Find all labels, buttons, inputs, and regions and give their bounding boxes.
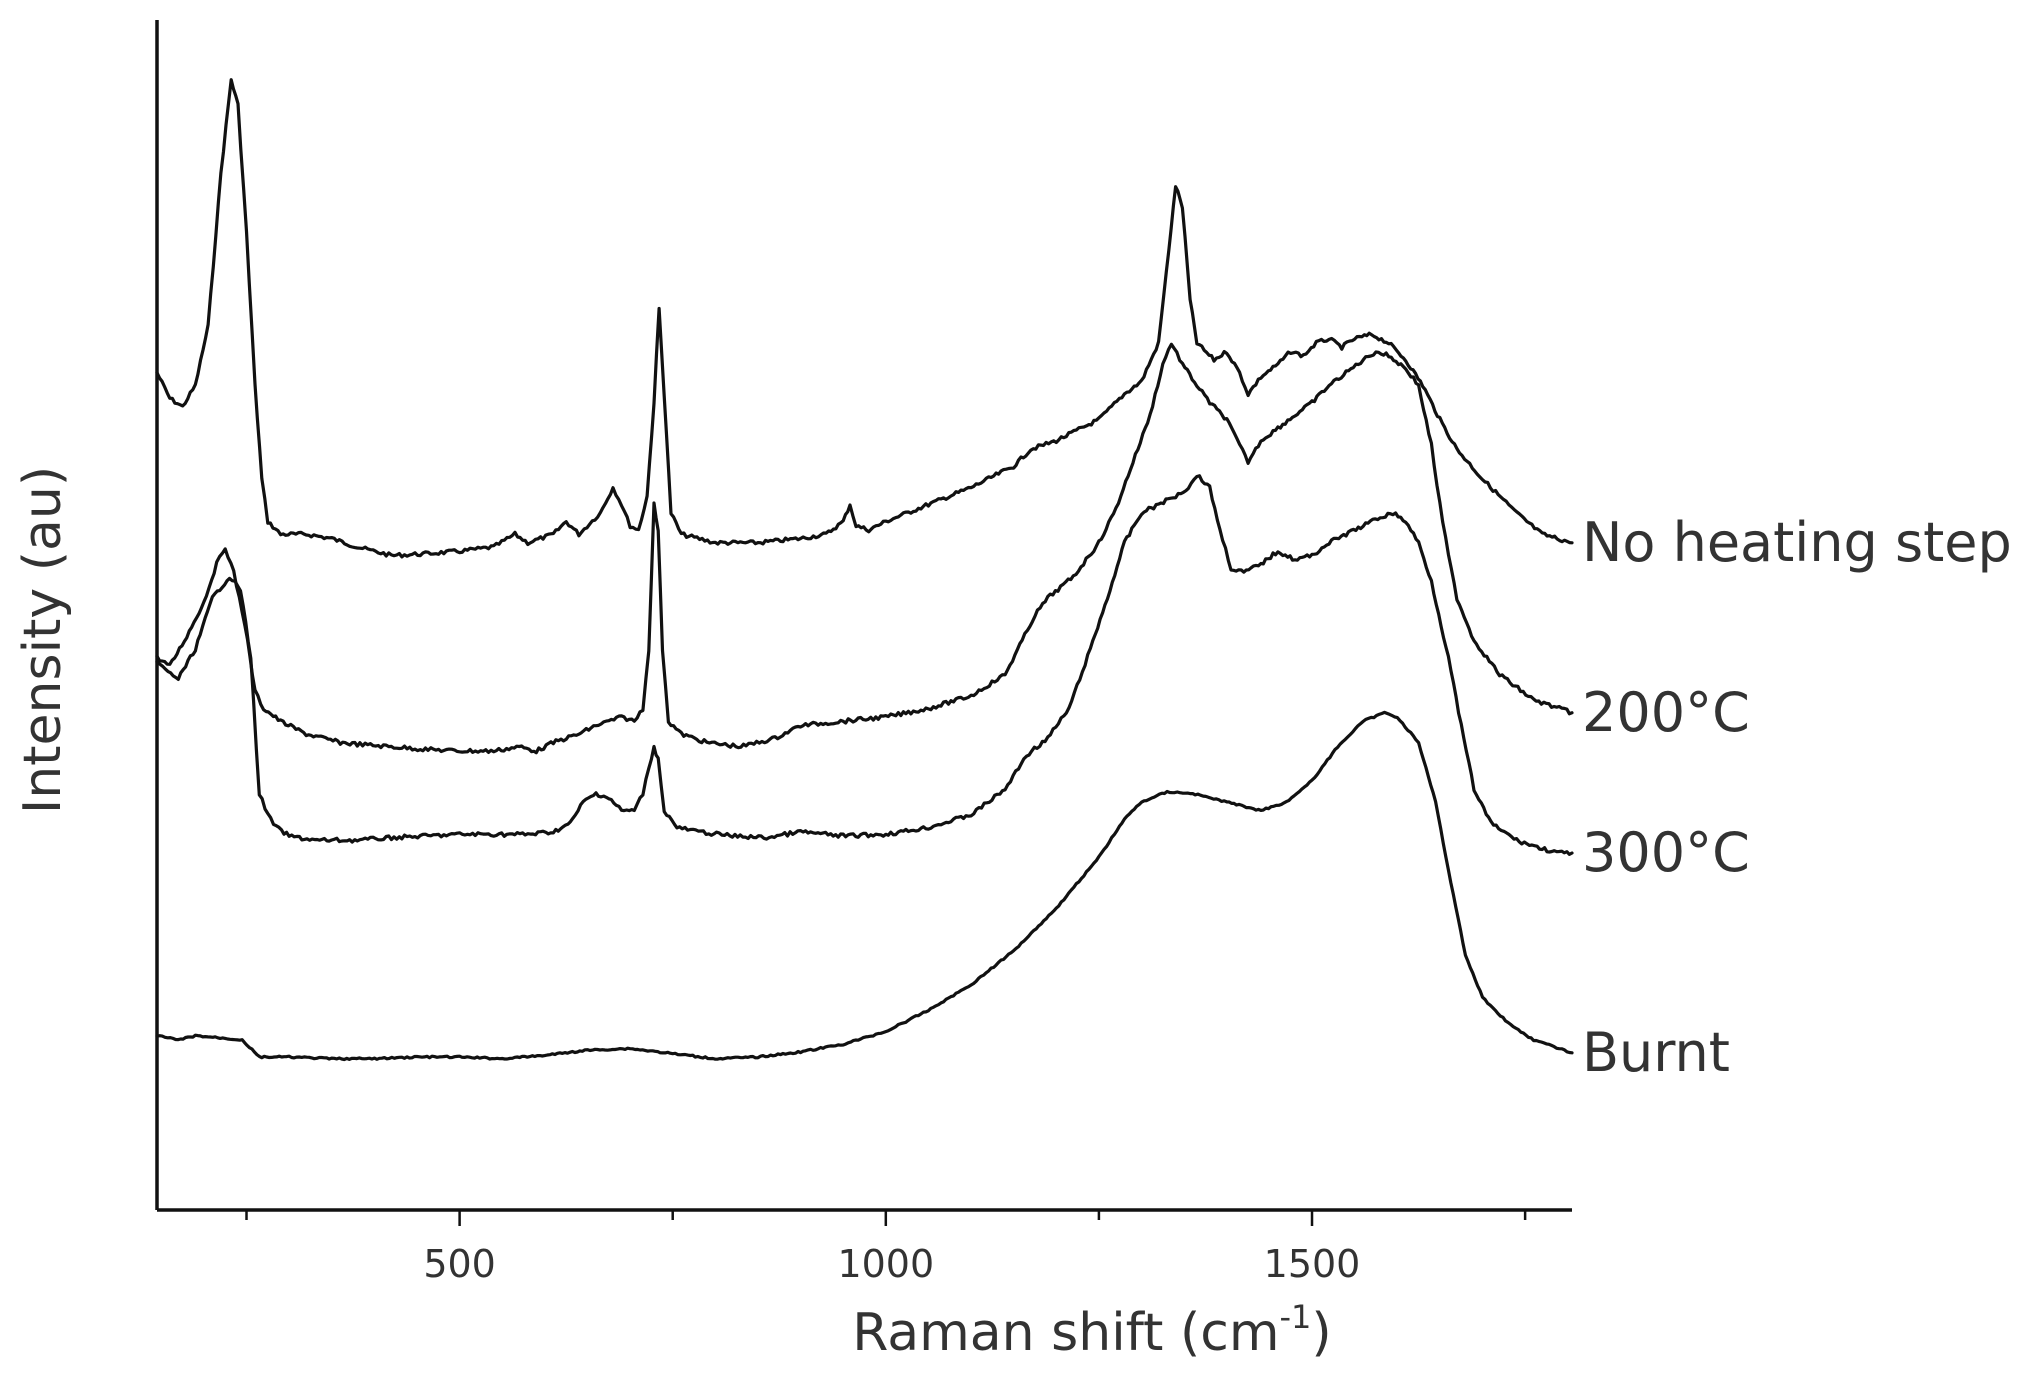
series-label-2: 300°C	[1582, 821, 1750, 884]
x-axis-ticks: 500 1000 1500	[245, 1210, 1527, 1286]
x-tick-label: 500	[423, 1242, 496, 1286]
series-label-3: Burnt	[1582, 1021, 1730, 1084]
x-axis-title-main: Raman shift (cm	[852, 1303, 1279, 1363]
x-axis-title-superscript: -1	[1280, 1298, 1312, 1336]
x-tick-label: 1000	[837, 1242, 934, 1286]
y-axis-title: Intensity (au)	[13, 466, 73, 814]
series-label-0: No heating step	[1582, 511, 2012, 574]
series-label-1: 200°C	[1582, 681, 1750, 744]
series-line-1	[155, 342, 1574, 755]
series-labels: No heating step 200°C 300°C Burnt	[1582, 511, 2012, 1084]
series-line-3	[155, 710, 1574, 1062]
axes	[155, 20, 1572, 1212]
x-tick-label: 1500	[1264, 1242, 1361, 1286]
series-line-0	[155, 78, 1574, 559]
series-line-2	[155, 474, 1574, 856]
x-axis-title-end: )	[1311, 1303, 1331, 1363]
plot-area	[155, 78, 1574, 1062]
x-axis-title: Raman shift (cm-1)	[852, 1298, 1331, 1363]
